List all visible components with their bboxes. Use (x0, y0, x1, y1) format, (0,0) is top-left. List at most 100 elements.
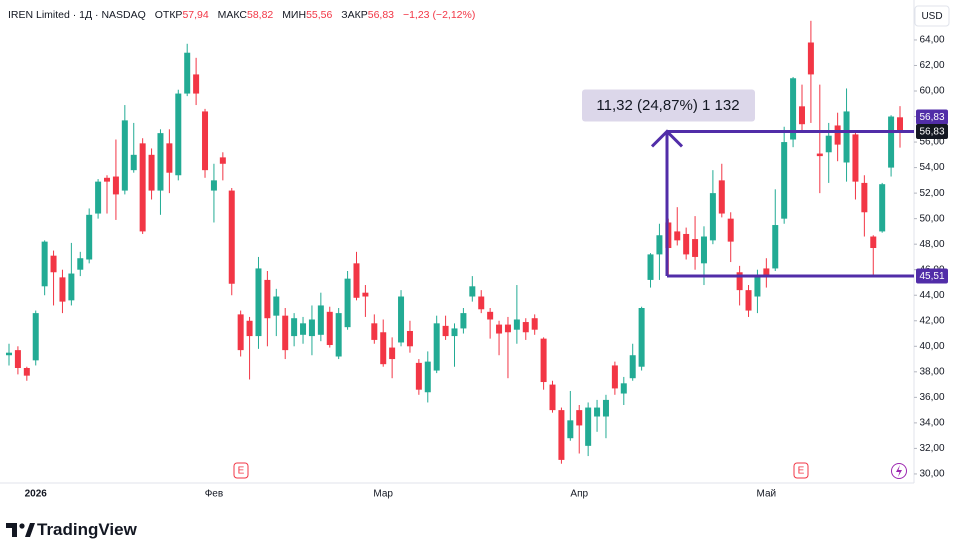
candle-body (210, 180, 217, 191)
candle-body (380, 332, 387, 365)
candle-body (424, 361, 431, 393)
candle-body (736, 272, 743, 291)
y-tick-label: 52,00 (919, 188, 944, 199)
candle-body (522, 322, 529, 333)
candle-body (620, 383, 627, 394)
candle-body (237, 314, 244, 351)
candle-body (656, 235, 663, 255)
candle-body (353, 263, 360, 298)
symbol: IREN Limited · 1Д · NASDAQ (8, 9, 146, 21)
y-tick-label: 34,00 (919, 418, 944, 429)
candle-body (692, 239, 699, 257)
candle-body (32, 313, 39, 361)
candle-body (6, 352, 12, 356)
candle-body (870, 236, 877, 249)
candle-body (41, 241, 48, 287)
y-tick-label: 64,00 (919, 35, 944, 46)
x-tick-label: Апр (570, 489, 588, 500)
candle-body (585, 407, 592, 446)
candle-body (683, 233, 690, 255)
drawing-price-box (916, 268, 948, 284)
candle-body (496, 324, 503, 334)
candle-body (14, 350, 21, 368)
logo[interactable]: TradingView (6, 520, 138, 539)
x-tick-label: Мар (373, 489, 393, 500)
change: −1,23 (−2,12%) (402, 9, 476, 21)
candle-body (317, 305, 324, 335)
candle-body (86, 214, 93, 260)
y-tick-label: 56,00 (919, 137, 944, 148)
y-tick-label: 48,00 (919, 239, 944, 250)
y-tick-label: 54,00 (919, 162, 944, 173)
candle-body (175, 93, 182, 176)
candle-body (157, 133, 164, 191)
y-tick-label: 62,00 (919, 60, 944, 71)
y-tick-label: 38,00 (919, 366, 944, 377)
y-tick-label: 40,00 (919, 341, 944, 352)
candle-body (398, 296, 405, 343)
candle-body (718, 180, 725, 214)
candle-body (888, 116, 895, 168)
candle-body (772, 225, 779, 269)
candle-body (68, 273, 75, 301)
candle-body (567, 420, 574, 439)
candle-body (344, 278, 351, 328)
candle-body (121, 120, 128, 191)
candle-body (415, 362, 422, 390)
candle-body (638, 308, 645, 367)
y-tick-label: 30,00 (919, 469, 944, 480)
candle-body (148, 154, 155, 191)
candle-body (861, 182, 868, 213)
candle-body (389, 347, 396, 360)
candle-body (371, 323, 378, 340)
candle-body (478, 296, 485, 310)
candle-body (790, 78, 797, 140)
y-tick-label: 60,00 (919, 86, 944, 97)
candle-body (255, 268, 262, 337)
candle-body (308, 319, 315, 337)
measure-label: 11,32 (24,87%) 1 132 (596, 97, 739, 114)
candle-body (843, 111, 850, 163)
candle-body (531, 318, 538, 330)
candle-body (193, 74, 200, 94)
earnings-marker[interactable]: E (793, 462, 809, 479)
candle-body (139, 143, 146, 232)
candle-body (834, 125, 841, 145)
last-price-box (916, 123, 948, 139)
candle-body (166, 143, 173, 173)
y-tick-label: 42,00 (919, 315, 944, 326)
candle-body (282, 315, 289, 351)
candle-body (246, 320, 253, 337)
candle-body (594, 407, 601, 417)
candle-body (460, 313, 467, 329)
last-price-label: 56,83 (919, 127, 944, 138)
x-tick-label: Фев (205, 489, 223, 500)
field-value: 58,82 (246, 9, 274, 21)
currency-box[interactable] (914, 5, 950, 27)
drawing-price-box (916, 109, 948, 125)
candle-body (469, 286, 476, 297)
candle-body (897, 117, 903, 132)
candle-body (50, 255, 57, 273)
field-label: МИН (282, 9, 307, 21)
candle-body (326, 311, 333, 346)
candle-body (77, 258, 84, 270)
candle-body (798, 106, 805, 125)
x-tick-label: Май (757, 489, 777, 500)
drawing-price-label: 56,83 (919, 112, 944, 123)
candle-body (611, 365, 618, 389)
y-tick-label: 36,00 (919, 392, 944, 403)
candle-body (335, 313, 342, 357)
candle-body (112, 176, 119, 195)
svg-text:E: E (238, 466, 245, 477)
field-value: 56,83 (367, 9, 395, 21)
dividend-marker[interactable] (891, 463, 907, 479)
candle-body (300, 323, 307, 335)
candle-body (700, 236, 707, 264)
candle-body (104, 177, 111, 182)
earnings-marker[interactable]: E (233, 462, 249, 479)
currency: USD (921, 11, 942, 22)
candle-body (433, 323, 440, 371)
candle-body (549, 384, 556, 411)
